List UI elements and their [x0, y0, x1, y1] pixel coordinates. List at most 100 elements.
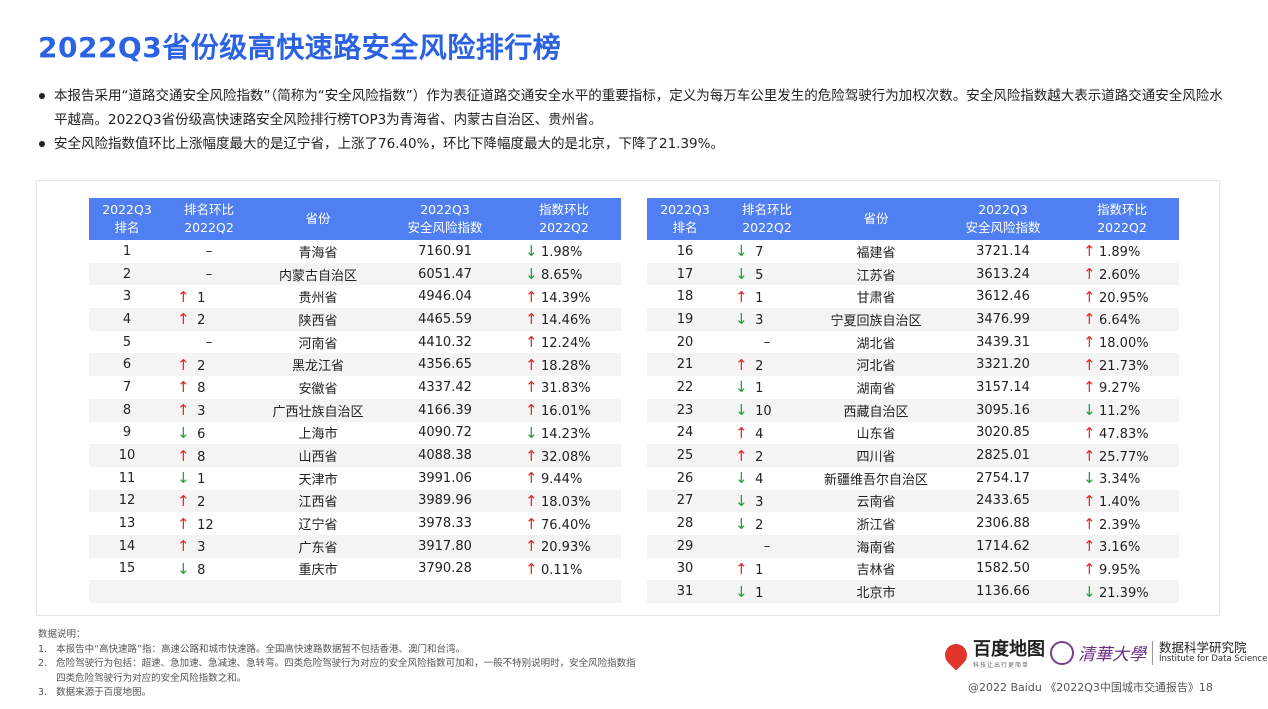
- province-cell: 福建省: [856, 245, 896, 261]
- index-change-value: 11.2%: [1099, 404, 1141, 420]
- rank-change-cell: ↓ 2: [723, 512, 811, 535]
- table-row: 2– 内蒙古自治区 6051.47 ↓ 8.65%: [89, 262, 621, 286]
- table-body: 16 ↓ 7 福建省 3721.14 ↑ 1.89% 17 ↓ 5 江苏省 3613.24 ↑ 2.6…: [647, 240, 1179, 603]
- table-row: 12 ↑ 2 江西省 3989.96 ↑ 18.03%: [89, 489, 621, 513]
- rank-change-cell: –: [763, 334, 771, 350]
- arrow-up-icon: ↑: [1083, 310, 1096, 329]
- index-change-value: 25.77%: [1099, 449, 1149, 465]
- table-row: 16 ↓ 7 福建省 3721.14 ↑ 1.89%: [647, 240, 1179, 263]
- header-row: 2022Q3 排名 排名环比 2022Q2 省份 2022Q3 安全风险指数 指数环比 2022…: [647, 198, 1179, 240]
- rank-change-value: 7: [751, 245, 764, 261]
- rank-change-cell: ↓ 1: [723, 580, 811, 603]
- arrow-up-icon: ↑: [525, 333, 538, 352]
- column-header-line: 2022Q2: [539, 220, 589, 235]
- arrow-down-icon: ↓: [735, 491, 748, 510]
- rank-change-value: 3: [193, 404, 206, 420]
- rank-change-value: 8: [193, 449, 206, 465]
- arrow-up-icon: ↑: [177, 310, 190, 329]
- index-change-value: 31.83%: [541, 381, 591, 397]
- index-cell: 3991.06: [418, 470, 472, 486]
- index-change-value: 9.95%: [1099, 562, 1141, 578]
- arrow-up-icon: ↑: [1083, 265, 1096, 284]
- arrow-up-icon: ↑: [1083, 491, 1096, 510]
- index-cell: 2433.65: [941, 489, 1065, 513]
- rank-change-value: 4: [751, 426, 764, 442]
- rank-cell: 20: [676, 334, 694, 350]
- arrow-down-icon: ↓: [735, 310, 748, 329]
- province-cell: 陕西省: [253, 308, 383, 331]
- rank-cell: 29: [647, 534, 723, 558]
- province-cell: 江苏省: [811, 262, 941, 286]
- table-row: [89, 580, 621, 603]
- index-cell: 3978.33: [418, 516, 472, 532]
- province-cell: 河北省: [811, 353, 941, 377]
- province-cell: 海南省: [811, 534, 941, 558]
- index-change-cell: ↑ 18.00%: [1065, 331, 1179, 354]
- index-change-cell: ↓ 8.65%: [507, 262, 621, 286]
- table-row: 18 ↑ 1 甘肃省 3612.46 ↑ 20.95%: [647, 285, 1179, 308]
- rank-change-value: 1: [751, 562, 764, 578]
- index-change-cell: ↑ 12.24%: [507, 331, 621, 354]
- index-change-value: 9.27%: [1099, 381, 1141, 397]
- rank-change-cell: –: [205, 334, 213, 350]
- index-change-cell: ↑ 9.44%: [507, 467, 621, 490]
- column-header-line: 排名环比: [183, 202, 234, 217]
- table-row: 13 ↑ 12 辽宁省 3978.33 ↑ 76.40%: [89, 512, 621, 535]
- rank-cell: 2: [89, 262, 165, 286]
- baidu-logo-text: 百度地图: [973, 639, 1045, 660]
- index-cell: 4465.59: [383, 308, 507, 331]
- index-change-cell: ↑ 18.28%: [507, 353, 621, 377]
- province-cell: 西藏自治区: [811, 398, 941, 422]
- province-cell: 新疆维吾尔自治区: [823, 472, 928, 488]
- note-line: 2. 危险驾驶行为包括：超速、急加速、急减速、急转弯。四类危险驾驶行为对应的安全…: [38, 658, 636, 669]
- arrow-down-icon: ↓: [1083, 582, 1096, 601]
- index-change-value: 14.39%: [541, 290, 591, 306]
- index-cell: 3790.28: [418, 561, 472, 577]
- rank-change-value: 3: [193, 540, 206, 556]
- rank-cell: 23: [647, 398, 723, 422]
- table-row: 14 ↑ 3 广东省 3917.80 ↑ 20.93%: [89, 534, 621, 558]
- rank-change-value: 1: [751, 585, 764, 601]
- table-row: 11 ↓ 1 天津市 3991.06 ↑ 9.44%: [89, 467, 621, 490]
- index-change-value: 14.23%: [541, 426, 591, 442]
- ranking-table-right: 2022Q3 排名 排名环比 2022Q2 省份 2022Q3 安全风险指数 指数环比 2022…: [647, 198, 1179, 603]
- rank-cell: 18: [676, 289, 694, 305]
- rank-change-cell: ↓ 1: [723, 376, 811, 399]
- index-change-cell: ↑ 0.11%: [507, 558, 621, 581]
- table-row: 21 ↑ 2 河北省 3321.20 ↑ 21.73%: [647, 353, 1179, 377]
- index-change-value: 21.39%: [1099, 585, 1149, 601]
- index-cell: 2754.17: [976, 470, 1030, 486]
- rank-cell: 13: [118, 516, 136, 532]
- province-cell: 宁夏回族自治区: [811, 308, 941, 331]
- ranking-table-left: 2022Q3 排名 排名环比 2022Q2 省份 2022Q3 安全风险指数 指数环比 2022…: [89, 198, 621, 603]
- rank-cell: 15: [118, 561, 136, 577]
- arrow-down-icon: ↓: [525, 265, 538, 284]
- rank-change-value: 4: [751, 472, 764, 488]
- index-cell: 3321.20: [941, 353, 1065, 377]
- arrow-down-icon: ↓: [177, 469, 190, 488]
- index-change-cell: ↑ 9.95%: [1065, 558, 1179, 581]
- index-cell: 2306.88: [976, 516, 1030, 532]
- note-line: 四类危险驾驶行为对应的安全风险指数之和。: [38, 672, 247, 684]
- column-header-line: 排名环比: [741, 202, 792, 217]
- rank-change-cell: ↑ 2: [723, 353, 811, 377]
- arrow-down-icon: ↓: [735, 582, 748, 601]
- index-cell: 1582.50: [976, 561, 1030, 577]
- rank-cell: 26: [676, 470, 694, 486]
- column-header-line: 2022Q2: [184, 220, 234, 235]
- index-change-cell: ↑ 3.16%: [1065, 534, 1179, 558]
- rank-change-value: 3: [751, 313, 764, 329]
- table-row: 29– 海南省 1714.62 ↑ 3.16%: [647, 534, 1179, 558]
- table-row: 25 ↑ 2 四川省 2825.01 ↑ 25.77%: [647, 444, 1179, 467]
- table-row: 7 ↑ 8 安徽省 4337.42 ↑ 31.83%: [89, 376, 621, 399]
- index-change-cell: ↑ 1.89%: [1065, 240, 1179, 263]
- index-change-value: 18.03%: [541, 494, 591, 510]
- index-change-value: 20.95%: [1099, 290, 1149, 306]
- arrow-up-icon: ↑: [525, 378, 538, 397]
- province-cell: 四川省: [811, 444, 941, 467]
- index-change-cell: ↑ 9.27%: [1065, 376, 1179, 399]
- index-change-cell: ↑ 31.83%: [507, 376, 621, 399]
- province-cell: 安徽省: [298, 381, 338, 397]
- arrow-up-icon: ↑: [1083, 378, 1096, 397]
- column-header-line: 2022Q3: [660, 202, 710, 217]
